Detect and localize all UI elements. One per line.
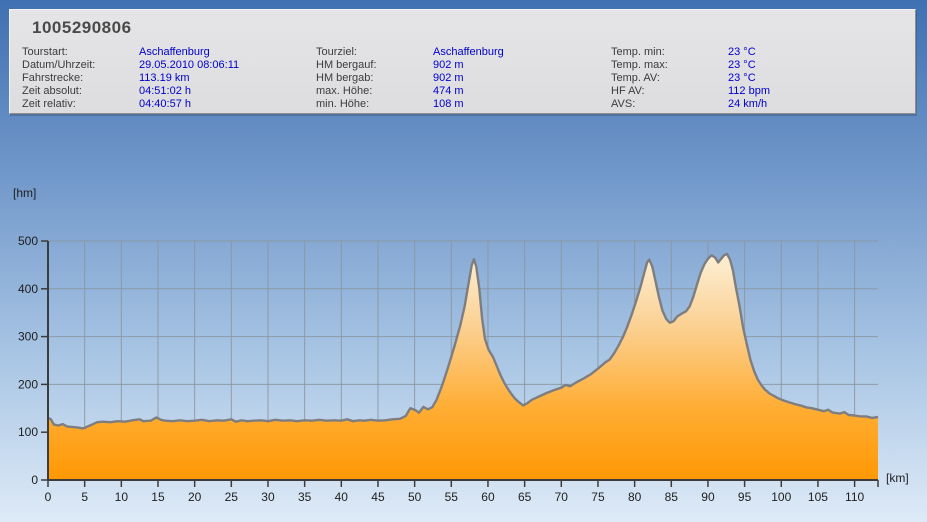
stat-value: 23 °C (728, 59, 756, 71)
x-tick-label: 45 (371, 490, 385, 504)
stat-label: HF AV: (611, 85, 645, 97)
y-tick-label: 200 (18, 377, 38, 391)
tour-summary-panel: 1005290806 Tourstart: Aschaffenburg Datum/… (9, 9, 916, 114)
stat-row: min. Höhe: 108 m (316, 98, 504, 111)
stat-value: 902 m (433, 59, 464, 71)
stat-row: Temp. AV: 23 °C (611, 72, 770, 85)
x-tick-label: 95 (738, 490, 752, 504)
stat-value: 113.19 km (139, 72, 190, 84)
x-tick-label: 35 (298, 490, 312, 504)
y-tick-label: 500 (18, 234, 38, 248)
x-tick-label: 50 (408, 490, 422, 504)
stat-value: 24 km/h (728, 98, 768, 110)
x-tick-label: 55 (445, 490, 459, 504)
x-tick-label: 60 (481, 490, 495, 504)
stat-value: 112 bpm (728, 85, 770, 97)
stat-label: HM bergauf: (316, 59, 377, 71)
y-tick-label: 100 (18, 425, 38, 439)
stat-row: HM bergauf: 902 m (316, 59, 504, 72)
stat-label: Temp. min: (611, 46, 665, 58)
x-tick-label: 20 (188, 490, 202, 504)
stat-label: AVS: (611, 98, 636, 110)
stat-value: 108 m (433, 98, 464, 110)
x-tick-label: 100 (771, 490, 791, 504)
stat-label: Fahrstrecke: (22, 72, 84, 84)
stat-label: Zeit relativ: (22, 98, 76, 110)
stat-row: AVS: 24 km/h (611, 98, 770, 111)
stat-row: Zeit relativ: 04:40:57 h (22, 98, 239, 111)
y-tick-label: 400 (18, 282, 38, 296)
stat-label: min. Höhe: (316, 98, 370, 110)
stat-label: HM bergab: (316, 72, 374, 84)
stat-row: Zeit absolut: 04:51:02 h (22, 85, 239, 98)
stat-label: Datum/Uhrzeit: (22, 59, 96, 71)
x-tick-label: 85 (665, 490, 679, 504)
tour-id-title: 1005290806 (32, 18, 132, 37)
stat-label: Zeit absolut: (22, 85, 82, 97)
x-axis-label: [km] (886, 471, 909, 485)
stat-value: 04:40:57 h (139, 98, 191, 110)
x-tick-label: 105 (808, 490, 828, 504)
elevation-area (48, 253, 878, 480)
stat-value: Aschaffenburg (433, 46, 504, 58)
stat-value: 902 m (433, 72, 464, 84)
stat-label: Temp. AV: (611, 72, 660, 84)
stats-column-start: Tourstart: Aschaffenburg Datum/Uhrzeit: 29.… (22, 46, 239, 111)
stat-row: Temp. max: 23 °C (611, 59, 770, 72)
stats-column-elevation: Tourziel: Aschaffenburg HM bergauf: 902 m HM… (316, 46, 504, 111)
stat-row: Datum/Uhrzeit: 29.05.2010 08:06:11 (22, 59, 239, 72)
stat-value: 04:51:02 h (139, 85, 191, 97)
x-tick-label: 0 (45, 490, 52, 504)
y-tick-label: 300 (18, 330, 38, 344)
stats-column-conditions: Temp. min: 23 °C Temp. max: 23 °C Temp. AV: 2… (611, 46, 770, 111)
stat-row: Fahrstrecke: 113.19 km (22, 72, 239, 85)
x-tick-label: 5 (81, 490, 88, 504)
x-tick-label: 110 (845, 490, 864, 504)
stat-label: Temp. max: (611, 59, 668, 71)
y-tick-label: 0 (31, 473, 38, 487)
x-tick-label: 70 (555, 490, 569, 504)
stat-row: HM bergab: 902 m (316, 72, 504, 85)
stat-value: 23 °C (728, 46, 756, 58)
x-tick-label: 65 (518, 490, 532, 504)
elevation-line (47, 252, 879, 430)
x-tick-label: 90 (701, 490, 715, 504)
x-tick-label: 30 (261, 490, 275, 504)
x-tick-label: 25 (225, 490, 239, 504)
stat-row: HF AV: 112 bpm (611, 85, 770, 98)
x-tick-label: 10 (115, 490, 129, 504)
x-tick-label: 75 (591, 490, 605, 504)
x-tick-label: 80 (628, 490, 642, 504)
stat-value: Aschaffenburg (139, 46, 210, 58)
stat-value: 29.05.2010 08:06:11 (139, 59, 240, 71)
stat-label: max. Höhe: (316, 85, 373, 97)
stat-label: Tourstart: (22, 46, 68, 58)
y-axis-label: [hm] (13, 186, 36, 200)
stat-value: 474 m (433, 85, 464, 97)
stat-value: 23 °C (728, 72, 756, 84)
x-tick-label: 15 (151, 490, 165, 504)
stat-row: Temp. min: 23 °C (611, 46, 770, 59)
stat-row: Tourziel: Aschaffenburg (316, 46, 504, 59)
stat-row: Tourstart: Aschaffenburg (22, 46, 239, 59)
stat-row: max. Höhe: 474 m (316, 85, 504, 98)
stat-label: Tourziel: (316, 46, 357, 58)
x-tick-label: 40 (335, 490, 349, 504)
